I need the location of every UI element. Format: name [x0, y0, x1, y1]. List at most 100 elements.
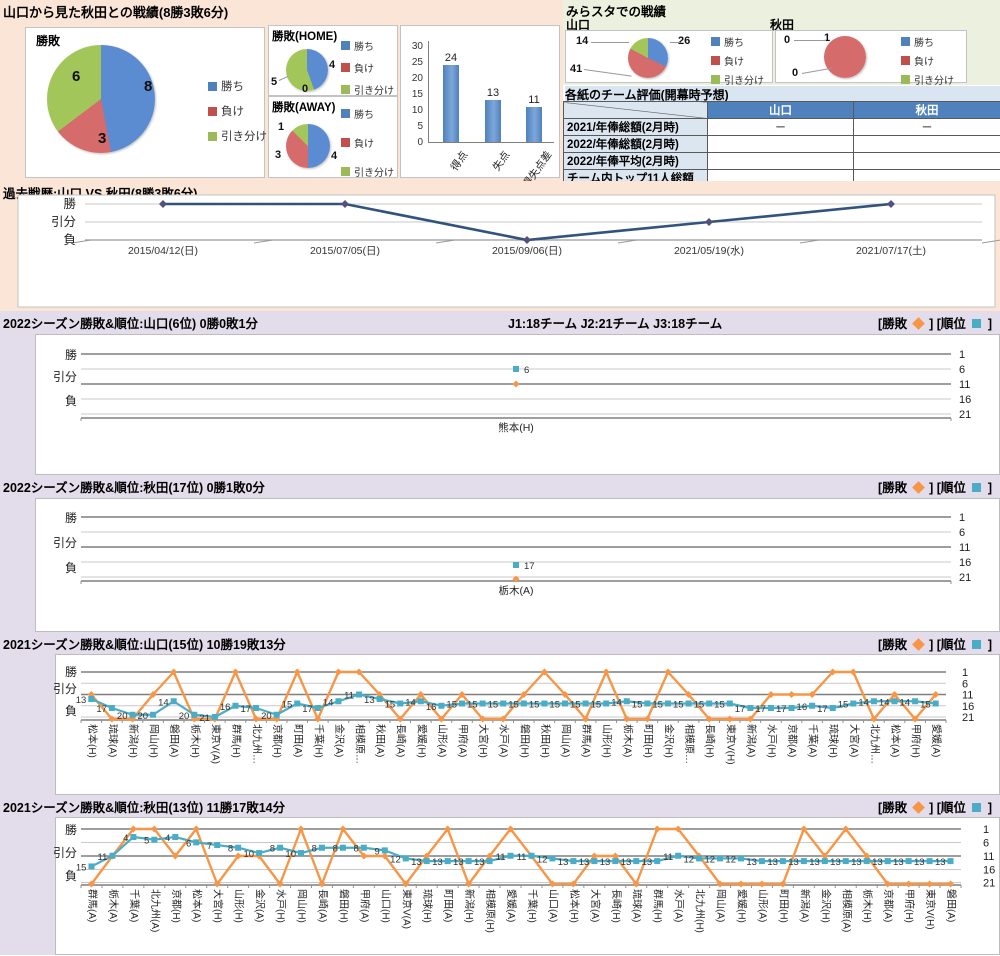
svg-text:引分: 引分 [53, 682, 77, 696]
svg-text:2015/04/12(日): 2015/04/12(日) [128, 245, 198, 257]
team-rating-section: 各紙のチーム評価(開幕時予想) 山口 秋田 2021/年俸総額(2月時)－－20… [563, 85, 1000, 181]
svg-text:12: 12 [684, 854, 695, 865]
bar-x-axis [428, 142, 554, 143]
svg-text:山口(A): 山口(A) [547, 889, 559, 922]
svg-text:13: 13 [872, 857, 883, 868]
svg-text:栃木(A): 栃木(A) [107, 889, 120, 922]
away-pie-chart [286, 124, 330, 168]
bar-value-goals-against: 13 [478, 87, 508, 99]
svg-text:金沢(A): 金沢(A) [333, 724, 346, 757]
svg-text:大宮(H): 大宮(H) [477, 724, 490, 758]
svg-text:12: 12 [390, 854, 401, 865]
svg-text:10: 10 [244, 849, 255, 860]
svg-text:14: 14 [158, 697, 169, 708]
svg-text:長崎(H): 長崎(H) [610, 889, 623, 923]
team-rating-table: 山口 秋田 2021/年俸総額(2月時)－－2022/年俸総額(2月時)2022… [563, 101, 1000, 187]
svg-text:岡山(H): 岡山(H) [296, 889, 308, 923]
svg-text:7: 7 [207, 841, 212, 852]
svg-text:13: 13 [474, 857, 485, 868]
season-legend: [勝敗 ] [順位 ] [878, 477, 992, 496]
svg-text:北九州(A): 北九州(A) [149, 889, 161, 932]
svg-text:町田(H): 町田(H) [777, 889, 788, 923]
svg-text:20: 20 [179, 711, 190, 722]
home-lose-value: 0 [302, 83, 308, 95]
svg-text:12: 12 [704, 854, 715, 865]
svg-text:2021/05/19(水): 2021/05/19(水) [674, 245, 744, 257]
winloss-marker-icon [912, 638, 925, 651]
svg-text:20: 20 [138, 711, 149, 722]
svg-text:8: 8 [270, 844, 275, 855]
stadium-a-win: 0 [784, 34, 790, 46]
table-cell: － [708, 119, 854, 136]
svg-text:5: 5 [144, 836, 149, 847]
svg-text:8: 8 [312, 844, 317, 855]
svg-text:15: 15 [467, 700, 478, 711]
svg-text:引分: 引分 [51, 215, 76, 229]
stadium-y-lose: 41 [570, 63, 582, 75]
svg-text:北九州…: 北九州… [868, 724, 880, 764]
bar-0 [443, 65, 459, 142]
season-section-3: 2021シーズン勝敗&順位:秋田(13位) 11勝17敗14分[勝敗 ] [順位… [0, 795, 1000, 955]
rank-marker-icon [972, 319, 981, 328]
svg-text:13: 13 [893, 857, 904, 868]
svg-text:17: 17 [817, 704, 828, 715]
bar-2 [526, 107, 542, 142]
rank-marker-icon [972, 803, 981, 812]
svg-text:16: 16 [959, 394, 971, 406]
overall-pie-title: 勝敗 [36, 32, 60, 49]
svg-text:13: 13 [621, 857, 632, 868]
svg-text:負: 負 [63, 233, 76, 247]
svg-text:13: 13 [914, 857, 925, 868]
home-draw-value: 5 [271, 76, 277, 88]
svg-text:11: 11 [663, 852, 673, 863]
table-cell [854, 136, 1000, 153]
svg-text:相模原…: 相模原… [683, 724, 696, 764]
svg-text:愛媛(A): 愛媛(A) [930, 724, 943, 757]
svg-text:17: 17 [96, 704, 107, 715]
svg-text:15: 15 [591, 700, 602, 711]
rank-marker-icon [972, 640, 981, 649]
svg-text:勝: 勝 [65, 510, 77, 525]
table-corner-cell [564, 102, 708, 119]
svg-text:町田(H): 町田(H) [642, 724, 653, 758]
svg-text:13: 13 [767, 857, 778, 868]
svg-text:北九州(H): 北九州(H) [694, 889, 706, 933]
svg-text:11: 11 [959, 542, 970, 554]
svg-text:2021/07/17(土): 2021/07/17(土) [856, 244, 926, 257]
svg-text:琉球(H): 琉球(H) [421, 889, 434, 923]
bar-value-goals-for: 24 [436, 52, 466, 64]
svg-text:松本(A): 松本(A) [191, 889, 204, 922]
svg-text:13: 13 [788, 857, 799, 868]
svg-text:4: 4 [165, 833, 170, 844]
svg-text:岡山(A): 岡山(A) [559, 724, 571, 757]
svg-text:金沢(A): 金沢(A) [254, 889, 267, 922]
svg-text:15: 15 [529, 700, 540, 711]
svg-text:12: 12 [725, 854, 736, 865]
svg-text:13: 13 [600, 857, 611, 868]
svg-text:13: 13 [76, 695, 87, 706]
svg-text:17: 17 [755, 704, 766, 715]
svg-text:愛媛(H): 愛媛(H) [736, 889, 749, 923]
svg-text:引分: 引分 [53, 536, 77, 550]
svg-text:1: 1 [959, 349, 965, 361]
svg-text:6: 6 [959, 527, 965, 539]
svg-text:磐田(A): 磐田(A) [945, 889, 958, 922]
svg-text:21: 21 [959, 572, 971, 584]
svg-text:16: 16 [962, 701, 974, 713]
bar-y-tick: 15 [405, 89, 423, 100]
svg-text:千葉(A): 千葉(A) [807, 724, 820, 757]
svg-text:甲府(A): 甲府(A) [457, 724, 470, 757]
svg-text:甲府(H): 甲府(H) [903, 889, 916, 923]
svg-text:13: 13 [809, 857, 820, 868]
svg-text:負: 負 [65, 394, 77, 408]
svg-text:大宮(A): 大宮(A) [589, 889, 602, 922]
svg-text:引分: 引分 [53, 846, 77, 860]
svg-text:長崎(A): 長崎(A) [316, 889, 329, 922]
svg-text:6: 6 [962, 678, 968, 690]
stadium-y-win: 26 [678, 35, 690, 47]
season-legend: [勝敗 ] [順位 ] [878, 797, 992, 816]
svg-text:水戸(A): 水戸(A) [498, 724, 510, 757]
